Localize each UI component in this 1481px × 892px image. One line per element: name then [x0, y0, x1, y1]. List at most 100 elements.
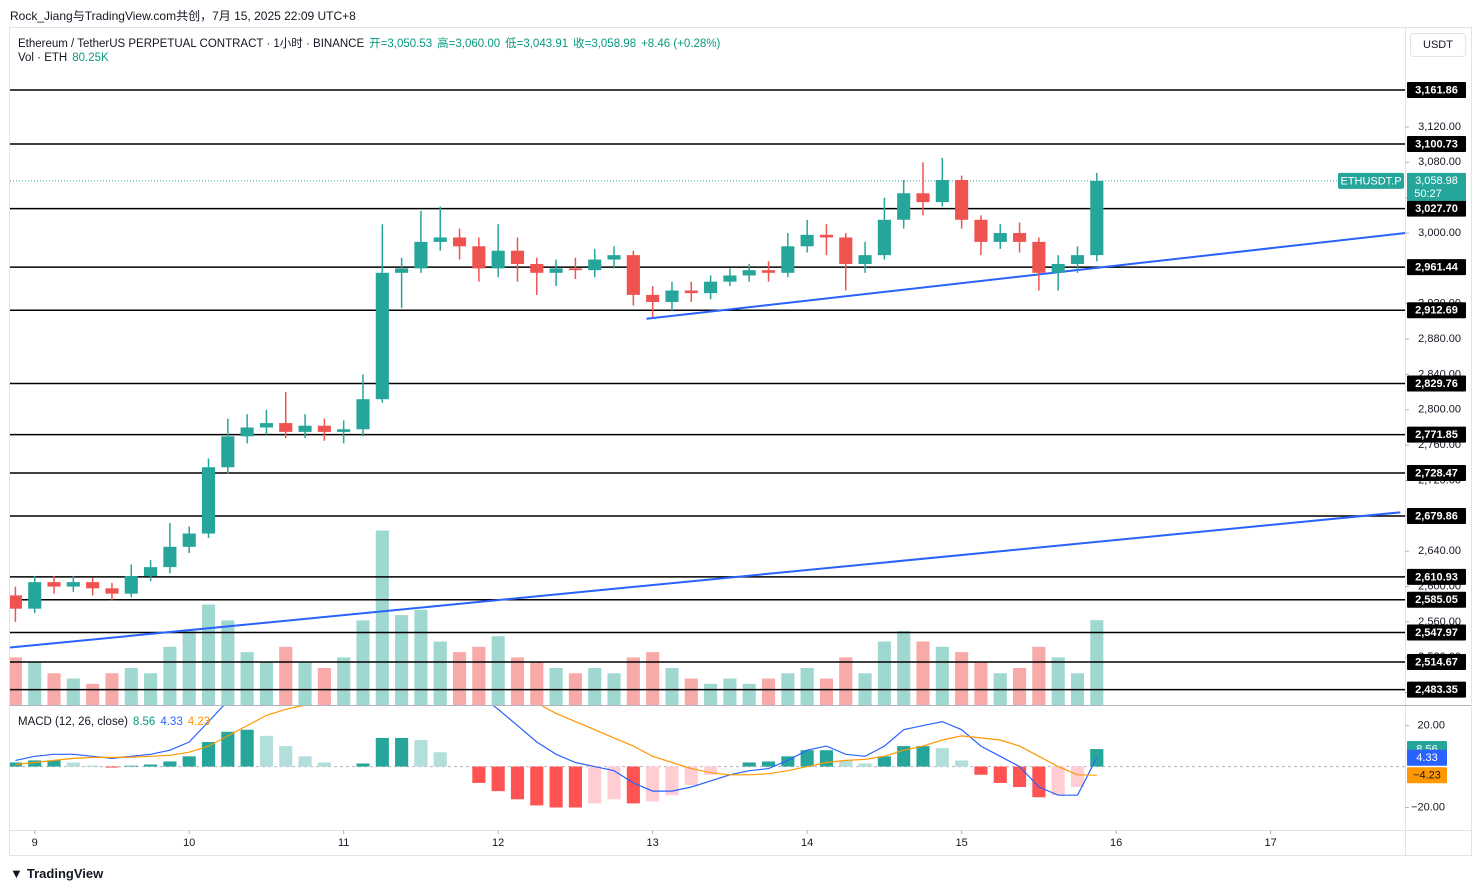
volume-bar [955, 652, 969, 705]
candle-body [800, 234, 814, 247]
macd-histogram-bar [781, 756, 795, 767]
candle-body [221, 436, 235, 468]
macd-histogram-bar [279, 746, 293, 767]
trend-line [10, 511, 1401, 649]
x-tick-label: 12 [492, 837, 504, 849]
level-tag-label: 2,483.35 [1415, 684, 1458, 696]
price-tag [1407, 172, 1466, 201]
level-tag [1407, 426, 1466, 443]
macd-histogram-bar [491, 766, 505, 792]
volume-bar [491, 636, 505, 705]
level-tag-label: 2,728.47 [1415, 467, 1458, 479]
trend-line [646, 232, 1405, 320]
y-tick-label: 2,800.00 [1418, 404, 1461, 416]
logo: ▼ [10, 866, 23, 881]
volume-bar [124, 667, 138, 705]
ohlc-open: 开=3,050.53 [369, 38, 433, 50]
volume-bar [665, 667, 679, 705]
volume-bar [1032, 646, 1046, 705]
volume-bar [742, 683, 756, 705]
macd-histogram-bar [105, 766, 119, 768]
macd-histogram-bar [858, 763, 872, 767]
macd-histogram-bar [298, 756, 312, 767]
macd-histogram-bar [819, 750, 834, 767]
level-tag [1407, 136, 1466, 153]
level-tag-label: 3,161.86 [1415, 84, 1458, 96]
volume-bar [317, 667, 331, 705]
macd-legend-signal: 4.23 [187, 716, 211, 728]
macd-tag-label: −4.23 [1413, 770, 1441, 782]
candle-body [974, 219, 988, 242]
level-tag [1407, 681, 1466, 698]
macd-histogram-bar [935, 748, 949, 767]
candle-body [530, 263, 544, 273]
level-tag-label: 2,961.44 [1415, 262, 1459, 274]
macd-histogram-bar [66, 762, 80, 767]
volume-bar [28, 662, 42, 705]
macd-histogram-bar [800, 750, 814, 767]
volume-bar [839, 657, 853, 705]
macd-histogram-bar [163, 761, 177, 767]
candle-body [66, 582, 80, 587]
level-tag [1407, 507, 1466, 524]
credit: Rock_Jiang与TradingView.com共创，7月 15, 2025… [10, 9, 356, 23]
candle-body [47, 582, 61, 587]
macd-histogram-bar [375, 737, 389, 767]
macd-histogram-bar [955, 760, 969, 767]
candle-body [452, 237, 467, 247]
countdown-label: 50:27 [1414, 188, 1442, 200]
macd-y-tick-label: 20.00 [1417, 720, 1445, 732]
signal-line [15, 706, 1097, 776]
candle-body [279, 423, 293, 432]
level-tag-label: 2,610.93 [1415, 571, 1458, 583]
candle-body [1070, 255, 1085, 264]
level-tag [1407, 465, 1466, 482]
candle-body [124, 575, 138, 594]
candle-body [646, 294, 660, 302]
level-tag-label: 2,547.97 [1415, 627, 1458, 639]
macd-tag [1407, 767, 1447, 784]
candle-body [897, 193, 911, 220]
macd-histogram-bar [240, 729, 254, 767]
level-tag-label: 2,585.05 [1415, 594, 1458, 606]
currency-button[interactable]: USDT [1410, 33, 1466, 57]
macd-histogram-bar [588, 766, 602, 804]
level-tag-label: 2,771.85 [1415, 429, 1458, 441]
candle-body [375, 272, 389, 400]
volume-bar [819, 678, 834, 705]
volume-bar [704, 683, 718, 705]
level-tag-label: 3,027.70 [1415, 203, 1458, 215]
level-tag [1407, 259, 1466, 276]
ohlc-change: +8.46 (+0.28%) [641, 38, 721, 50]
macd-histogram-bar [472, 766, 486, 783]
macd-histogram-bar [684, 766, 698, 785]
candle-body [1032, 241, 1046, 273]
level-tag-label: 2,912.69 [1415, 305, 1458, 317]
candle-body [182, 533, 196, 547]
macd-line [15, 706, 1098, 796]
candle-body [86, 582, 100, 589]
volume-bar [395, 615, 409, 705]
macd-histogram-bar [1012, 766, 1027, 788]
volume-bar [974, 662, 988, 705]
level-tag-label: 2,679.86 [1415, 510, 1458, 522]
level-tag [1407, 591, 1466, 608]
macd-histogram-bar [201, 742, 216, 767]
volume-bar [86, 683, 100, 705]
macd-histogram-bar [259, 735, 274, 767]
candle-body [356, 399, 370, 430]
volume-bar [626, 657, 640, 705]
level-tag [1407, 81, 1466, 98]
candle-body [877, 219, 891, 256]
macd-histogram-bar [414, 739, 428, 767]
volume-bar [472, 646, 486, 705]
macd-legend-hist: 8.56 [132, 716, 156, 728]
volume-bar [337, 657, 351, 705]
candle-body [549, 268, 563, 273]
macd-histogram-bar [761, 761, 776, 767]
macd-histogram-bar [221, 731, 235, 767]
footer-brand: ▼ TradingView [10, 866, 108, 881]
volume-bar [549, 667, 563, 705]
candle-body [298, 425, 312, 432]
candle-body [337, 429, 351, 432]
